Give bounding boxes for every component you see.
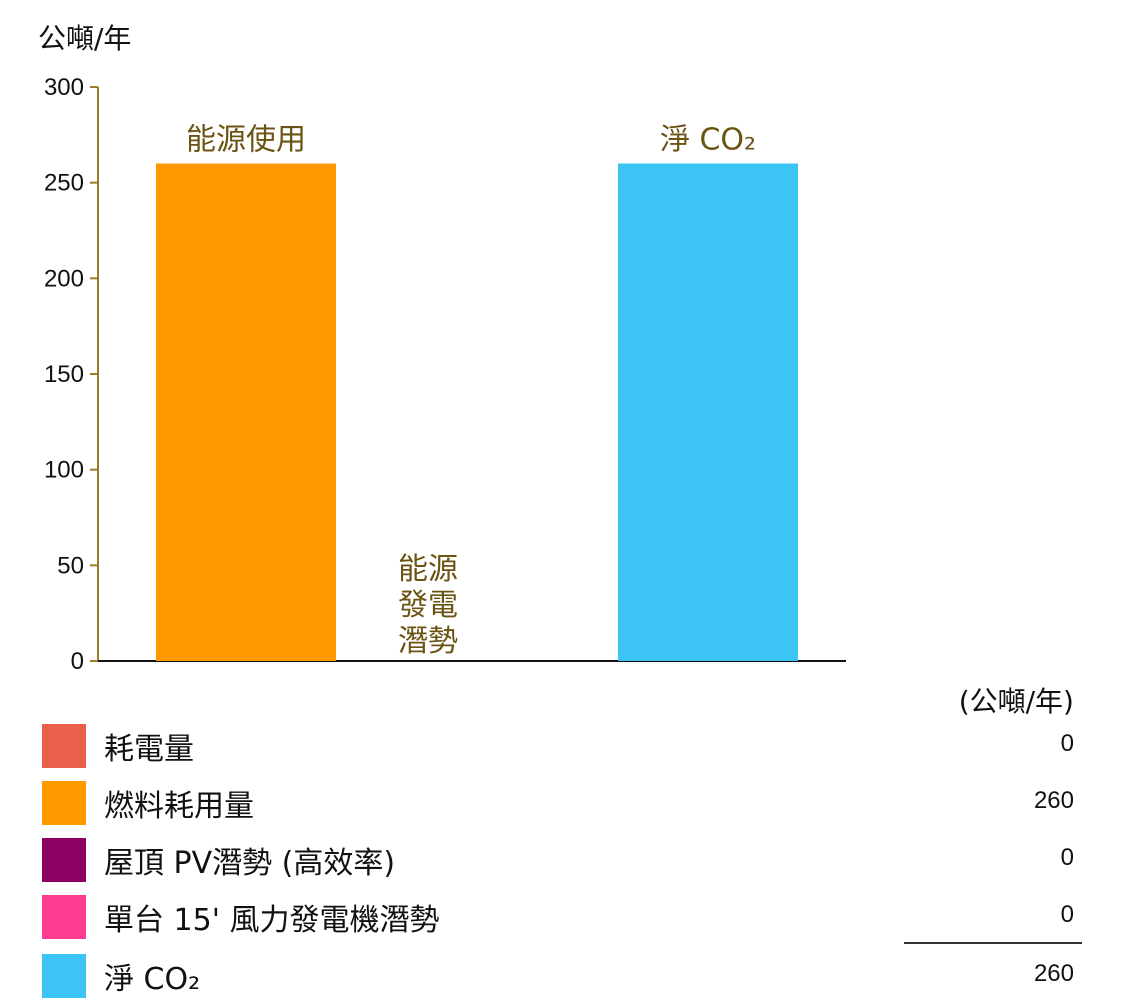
- legend-item: 單台 15' 風力發電機潛勢 0: [42, 889, 1122, 946]
- legend-item: 屋頂 PV潛勢 (高效率) 0: [42, 832, 1122, 889]
- legend-swatch: [42, 895, 86, 939]
- legend-value: 260: [1033, 787, 1074, 814]
- legend-label: 耗電量: [104, 732, 194, 767]
- legend-value: 260: [1033, 960, 1074, 987]
- category-label: 潛勢: [398, 624, 458, 659]
- y-tick-label: 50: [57, 552, 84, 579]
- bar: [156, 163, 336, 662]
- bars: [156, 163, 798, 662]
- category-label: 能源使用: [186, 123, 306, 158]
- y-tick-label: 150: [44, 361, 84, 388]
- legend-value: 0: [1060, 844, 1074, 871]
- legend-label: 燃料耗用量: [104, 789, 254, 824]
- legend-value: 0: [1060, 901, 1074, 928]
- legend-swatch: [42, 838, 86, 882]
- legend-unit: (公噸/年): [958, 685, 1074, 718]
- legend-value: 0: [1060, 730, 1074, 757]
- y-axis-label: 公噸/年: [38, 22, 131, 55]
- category-label: 能源: [398, 552, 458, 587]
- y-tick-label: 300: [44, 74, 84, 101]
- legend-swatch: [42, 954, 86, 998]
- legend-item: 淨 CO₂ 260: [42, 948, 1122, 1005]
- legend-item: 燃料耗用量 260: [42, 775, 1122, 832]
- legend-item: 耗電量 0: [42, 718, 1122, 775]
- y-tick-label: 200: [44, 265, 84, 292]
- legend-swatch: [42, 781, 86, 825]
- legend-swatch: [42, 724, 86, 768]
- category-label: 發電: [398, 588, 458, 623]
- y-tick-label: 0: [71, 648, 84, 675]
- legend-label: 屋頂 PV潛勢 (高效率): [104, 846, 396, 881]
- bar: [618, 163, 798, 662]
- category-label: 淨 CO₂: [660, 123, 756, 158]
- legend-label: 單台 15' 風力發電機潛勢: [104, 903, 440, 938]
- total-divider: [904, 942, 1082, 944]
- legend-rows: 耗電量 0 燃料耗用量 260 屋頂 PV潛勢 (高效率) 0 單台 15' 風力發電機潛勢…: [42, 718, 1122, 1005]
- y-tick-label: 100: [44, 457, 84, 484]
- legend-label: 淨 CO₂: [104, 962, 201, 997]
- y-tick-label: 250: [44, 170, 84, 197]
- legend: (公噸/年) 耗電量 0 燃料耗用量 260 屋頂 PV潛勢 (高效率) 0 單台 15' …: [42, 685, 1122, 1005]
